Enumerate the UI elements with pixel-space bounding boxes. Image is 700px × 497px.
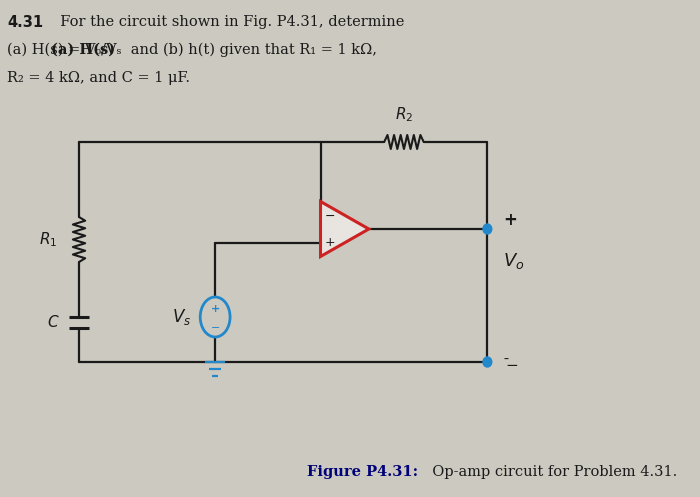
Text: $-$: $-$ <box>505 355 518 370</box>
Text: Figure P4.31:: Figure P4.31: <box>307 465 419 479</box>
Text: Op-amp circuit for Problem 4.31.: Op-amp circuit for Problem 4.31. <box>424 465 678 479</box>
Circle shape <box>483 357 492 367</box>
Text: (a) H(s): (a) H(s) <box>51 43 115 57</box>
Text: 4.31: 4.31 <box>7 15 43 30</box>
Text: $-$: $-$ <box>323 209 335 222</box>
Text: $-$: $-$ <box>210 321 220 331</box>
Text: $R_2$: $R_2$ <box>395 105 413 124</box>
Text: R₂ = 4 kΩ, and C = 1 μF.: R₂ = 4 kΩ, and C = 1 μF. <box>7 71 190 85</box>
Polygon shape <box>321 201 369 256</box>
Text: $V_o$: $V_o$ <box>503 251 524 271</box>
Text: +: + <box>503 211 517 229</box>
Text: $C$: $C$ <box>47 314 60 330</box>
Text: For the circuit shown in Fig. P4.31, determine: For the circuit shown in Fig. P4.31, det… <box>51 15 405 29</box>
Text: (a) H(s) = Vₒ/Vₛ  and (b) h(t) given that R₁ = 1 kΩ,: (a) H(s) = Vₒ/Vₛ and (b) h(t) given that… <box>7 43 377 57</box>
Circle shape <box>483 224 492 234</box>
Text: $+$: $+$ <box>323 236 335 249</box>
Text: $V_s$: $V_s$ <box>172 307 191 327</box>
Text: $\bar{\ }$: $\bar{\ }$ <box>503 350 510 364</box>
Text: $R_1$: $R_1$ <box>38 230 57 249</box>
Text: +: + <box>211 304 220 314</box>
